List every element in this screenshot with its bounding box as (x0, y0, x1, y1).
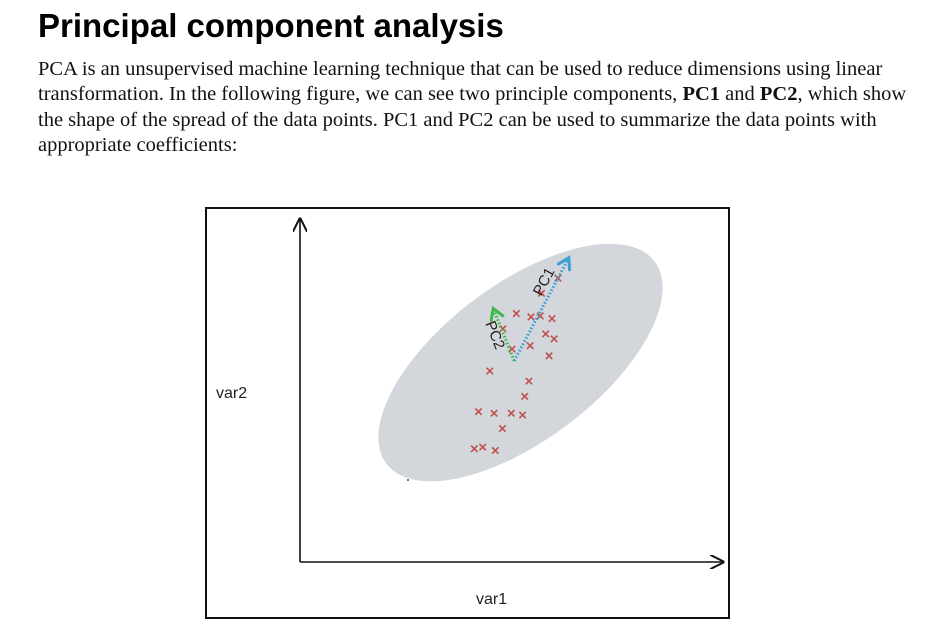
pc2-arrow-shaft (491, 307, 516, 362)
data-point-stroke (470, 445, 479, 453)
data-point-stroke (474, 407, 483, 416)
data-point (527, 313, 535, 321)
data-point-stroke (478, 443, 487, 451)
data-point-stroke (526, 341, 534, 350)
data-point-stroke (512, 309, 521, 318)
pca-figure: PC1 PC2 var2 var1 (205, 207, 730, 619)
data-point-stroke (525, 377, 533, 385)
data-point (498, 424, 507, 433)
data-point-stroke (498, 424, 507, 433)
data-point (518, 411, 527, 419)
data-point (536, 312, 545, 320)
paragraph-text: and (720, 83, 760, 106)
pc2-arrow (489, 305, 516, 362)
intro-paragraph: PCA is an unsupervised machine learning … (38, 57, 908, 159)
data-point (550, 335, 558, 343)
data-point-stroke (491, 446, 500, 455)
data-point-stroke (541, 330, 550, 338)
data-point (490, 409, 498, 418)
pc1-term: PC1 (682, 83, 721, 106)
data-point-stroke (548, 314, 556, 323)
page-title: Principal component analysis (38, 7, 504, 44)
data-point (548, 314, 556, 323)
data-point-stroke (508, 345, 516, 353)
data-point (470, 445, 479, 453)
data-point-stroke (490, 409, 498, 418)
paragraph-text: , which show the shape of the spread of … (38, 83, 907, 157)
data-point (512, 309, 521, 318)
data-point-stroke (527, 313, 535, 321)
data-point-stroke (536, 312, 545, 320)
data-point (525, 377, 533, 385)
data-point-stroke (545, 352, 553, 360)
data-point (545, 352, 553, 360)
pc2-arrow-head (489, 305, 505, 322)
paragraph-text: PCA is an unsupervised machine learning … (38, 58, 883, 106)
pc1-arrow-shaft (512, 257, 571, 362)
y-axis-label: var2 (216, 385, 248, 402)
x-axis-label: var1 (476, 591, 508, 608)
data-point (507, 409, 516, 418)
data-point (486, 367, 494, 375)
data-point-stroke (520, 392, 529, 401)
data-point-stroke (550, 335, 558, 343)
data-point-stroke (486, 367, 494, 375)
pc1-arrow (512, 255, 572, 362)
pc1-arrow-head (556, 255, 572, 272)
data-point-stroke (537, 289, 546, 298)
data-point (520, 392, 529, 401)
pc2-term: PC2 (759, 83, 798, 106)
data-ellipse (378, 243, 663, 482)
data-point-stroke (518, 411, 527, 419)
data-point-stroke (507, 409, 516, 418)
data-point (474, 407, 483, 416)
data-point (478, 443, 487, 451)
data-point (537, 289, 546, 298)
data-point (541, 330, 550, 338)
data-point (491, 446, 500, 455)
data-point (526, 341, 534, 350)
stray-dot (407, 479, 409, 481)
